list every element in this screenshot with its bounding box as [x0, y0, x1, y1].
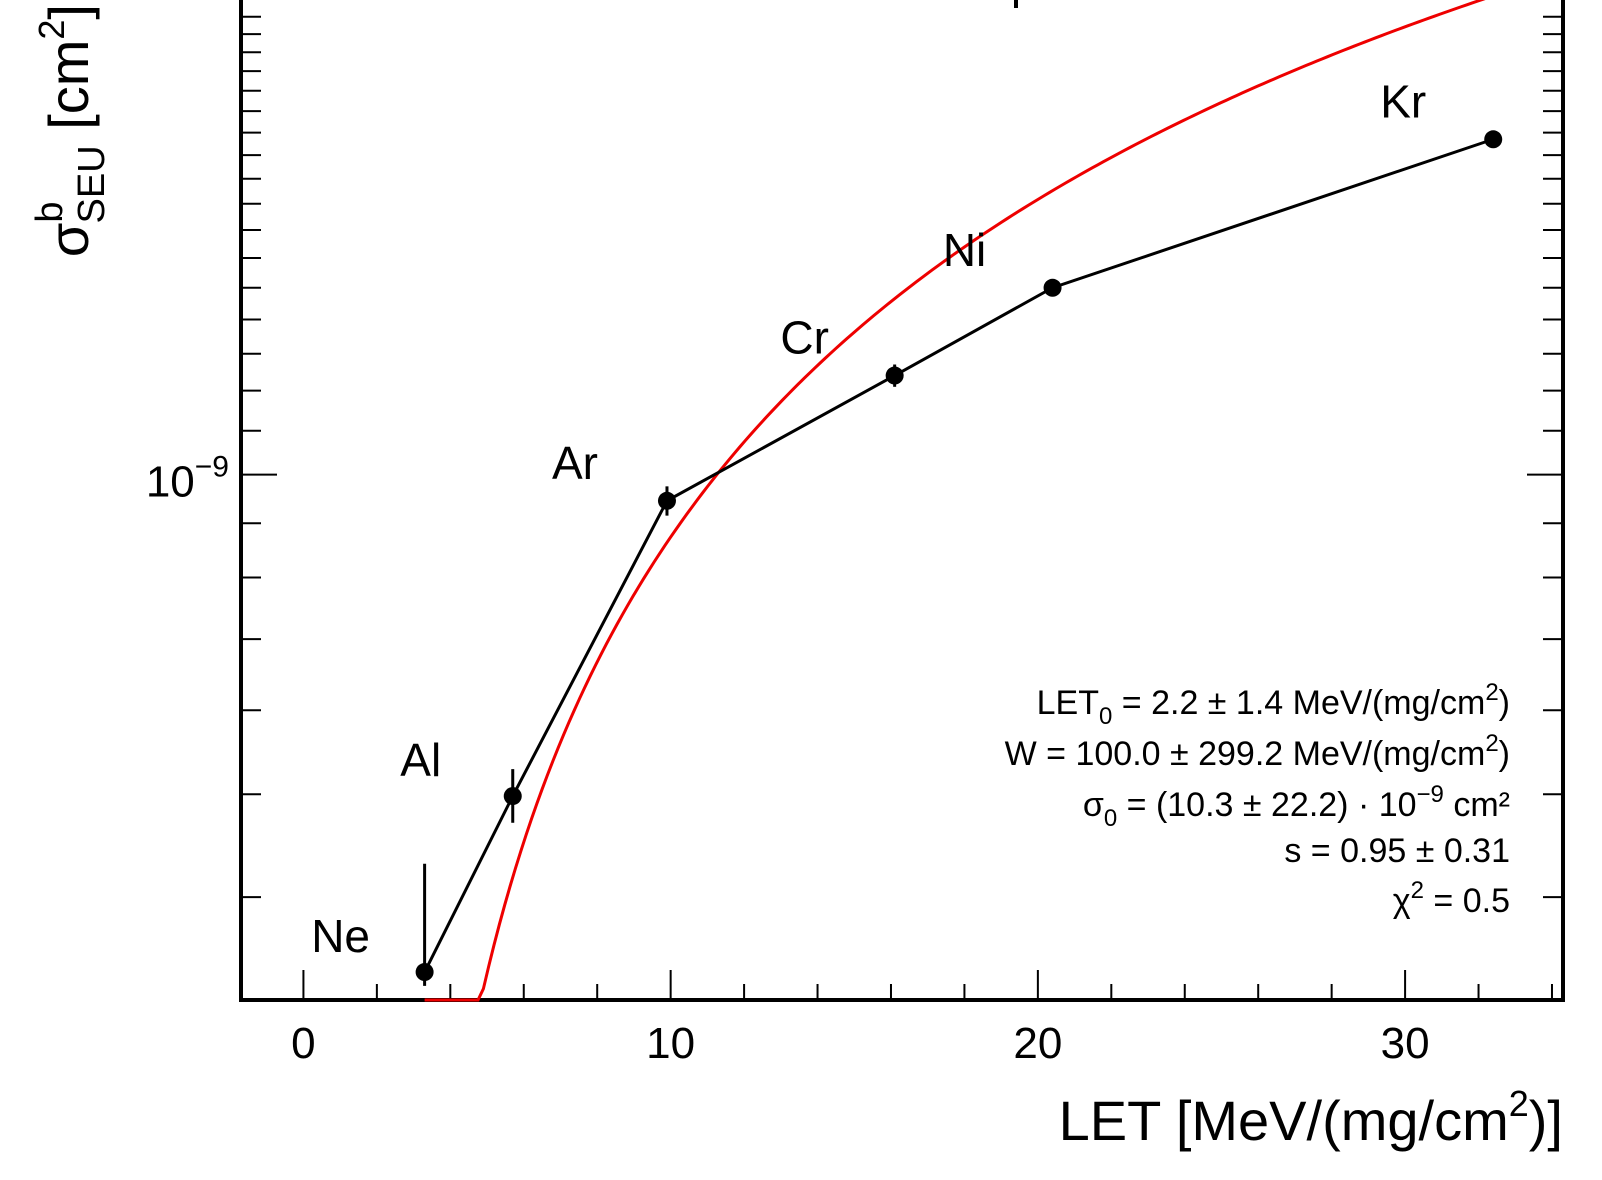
data-point: [657, 491, 676, 510]
point-label: Ne: [311, 910, 370, 962]
plot-frame: [239, 0, 1565, 1002]
fit-result-line: σ0 = (10.3 ± 22.2) · 10−9 cm²: [1083, 781, 1510, 832]
fit-results: LET0 = 2.2 ± 1.4 MeV/(mg/cm2)W = 100.0 ±…: [1005, 679, 1510, 920]
axis-ticks: [241, 15, 1563, 1000]
fit-result-line: s = 0.95 ± 0.31: [1284, 832, 1510, 870]
point-labels: Ne Al Ar Cr Ni Kr: [311, 75, 1426, 962]
x-tick-label: 0: [291, 1019, 315, 1068]
point-label: Ar: [552, 437, 598, 489]
data-point: [1043, 278, 1062, 297]
x-tick-label: 10: [646, 1019, 695, 1068]
x-tick-label: 20: [1013, 1019, 1062, 1068]
x-tick-label: 30: [1381, 1019, 1430, 1068]
plot-border: [239, 0, 1565, 1002]
data-point: [503, 787, 522, 806]
data-line: [423, 137, 1494, 973]
data-point: [1484, 130, 1503, 149]
fit-result-line: W = 100.0 ± 299.2 MeV/(mg/cm2): [1005, 730, 1510, 773]
fit-curve-layer: [424, 0, 1486, 1002]
fit-curve: [424, 0, 1486, 1002]
y-axis-title: σbSEU [cm2]: [29, 4, 113, 257]
point-label: Kr: [1380, 75, 1426, 127]
data-point: [415, 963, 434, 982]
data-layer: [415, 130, 1503, 986]
y-tick-label: 10−9: [146, 451, 229, 507]
point-label: Al: [400, 734, 441, 786]
x-tick-labels: 0 10 20 30: [291, 1019, 1429, 1068]
point-label: Ni: [943, 224, 986, 276]
fit-result-line: χ2 = 0.5: [1393, 877, 1510, 920]
data-point: [885, 366, 904, 385]
fit-result-line: LET0 = 2.2 ± 1.4 MeV/(mg/cm2): [1037, 679, 1510, 730]
x-axis-title: LET [MeV/(mg/cm2)]: [1059, 1083, 1563, 1152]
point-label: Cr: [780, 312, 829, 364]
